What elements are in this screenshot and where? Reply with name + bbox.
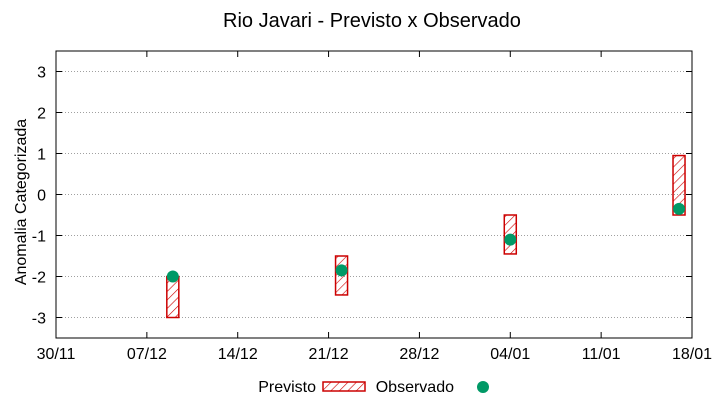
y-tick-label: -2 bbox=[32, 270, 46, 287]
x-tick-label: 04/01 bbox=[490, 346, 530, 363]
y-tick-label: -3 bbox=[32, 311, 46, 328]
observado-point bbox=[166, 270, 179, 283]
y-tick-label: 1 bbox=[37, 147, 46, 164]
y-axis-label: Anomalia Categorizada bbox=[13, 119, 30, 285]
observado-point bbox=[673, 202, 686, 215]
legend-swatch-observado bbox=[477, 381, 489, 393]
chart-title: Rio Javari - Previsto x Observado bbox=[223, 10, 521, 32]
x-tick-label: 21/12 bbox=[309, 346, 349, 363]
observado-point bbox=[335, 264, 348, 277]
x-tick-label: 14/12 bbox=[218, 346, 258, 363]
y-axis: 3 2 1 0 -1 -2 -3 bbox=[32, 65, 692, 328]
x-tick-label: 11/01 bbox=[582, 346, 621, 363]
grid bbox=[56, 71, 692, 318]
x-tick-label: 28/12 bbox=[399, 346, 439, 363]
x-tick-label: 18/01 bbox=[672, 346, 712, 363]
x-tick-label: 07/12 bbox=[127, 346, 167, 363]
x-axis: 30/11 07/12 14/12 21/12 28/12 04/01 11/01 18/01 bbox=[37, 51, 712, 363]
previsto-range-bar bbox=[672, 154, 686, 216]
legend: Previsto Observado bbox=[258, 379, 489, 396]
legend-label-observado: Observado bbox=[376, 379, 454, 396]
series-marks bbox=[166, 154, 686, 319]
observado-point bbox=[504, 233, 517, 246]
y-tick-label: 2 bbox=[37, 106, 46, 123]
y-tick-label: -1 bbox=[32, 229, 46, 246]
previsto-range-bar bbox=[166, 275, 180, 319]
y-tick-label: 0 bbox=[37, 188, 46, 205]
legend-swatch-previsto bbox=[322, 381, 366, 392]
x-tick-label: 30/11 bbox=[37, 346, 76, 363]
y-tick-label: 3 bbox=[37, 65, 46, 82]
legend-label-previsto: Previsto bbox=[258, 379, 316, 396]
